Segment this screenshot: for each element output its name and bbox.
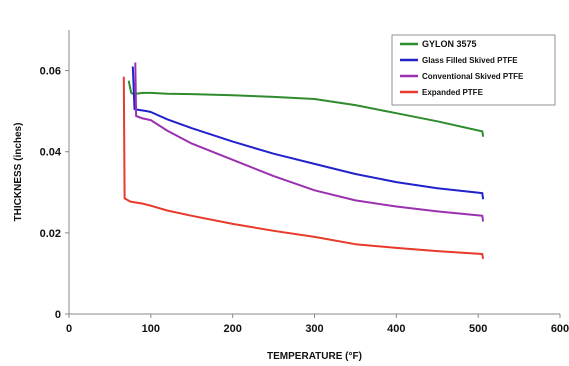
legend-label: Conventional Skived PTFE [422, 72, 524, 81]
y-tick-label: 0.04 [40, 147, 62, 159]
series-line-conventional-skived-ptfe [134, 62, 485, 222]
y-tick-label: 0.02 [40, 228, 61, 240]
x-tick-label: 500 [469, 323, 487, 335]
legend-box [391, 34, 556, 106]
y-axis-ticks: 0 0.02 0.04 0.06 [40, 66, 69, 321]
x-axis-title: TEMPERATURE (°F) [267, 351, 362, 362]
x-axis-ticks: 0 100 200 300 400 500 600 [66, 314, 569, 335]
legend-label: GYLON 3575 [422, 39, 477, 49]
series-line-expanded-ptfe [122, 76, 485, 259]
series-lines [122, 62, 485, 259]
x-tick-label: 300 [305, 323, 323, 335]
x-tick-label: 400 [387, 323, 405, 335]
y-tick-label: 0.06 [40, 66, 61, 78]
series-line-glass-filled-skived-ptfe [131, 66, 485, 200]
legend: GYLON 3575 Glass Filled Skived PTFE Conven… [391, 34, 556, 106]
y-tick-label: 0 [55, 309, 61, 321]
x-tick-label: 200 [223, 323, 241, 335]
legend-label: Glass Filled Skived PTFE [422, 56, 518, 65]
legend-label: Expanded PTFE [422, 88, 484, 97]
x-tick-label: 600 [551, 323, 569, 335]
x-tick-label: 100 [142, 323, 160, 335]
y-axis-title: THICKNESS (inches) [13, 123, 24, 222]
x-tick-label: 0 [66, 323, 72, 335]
